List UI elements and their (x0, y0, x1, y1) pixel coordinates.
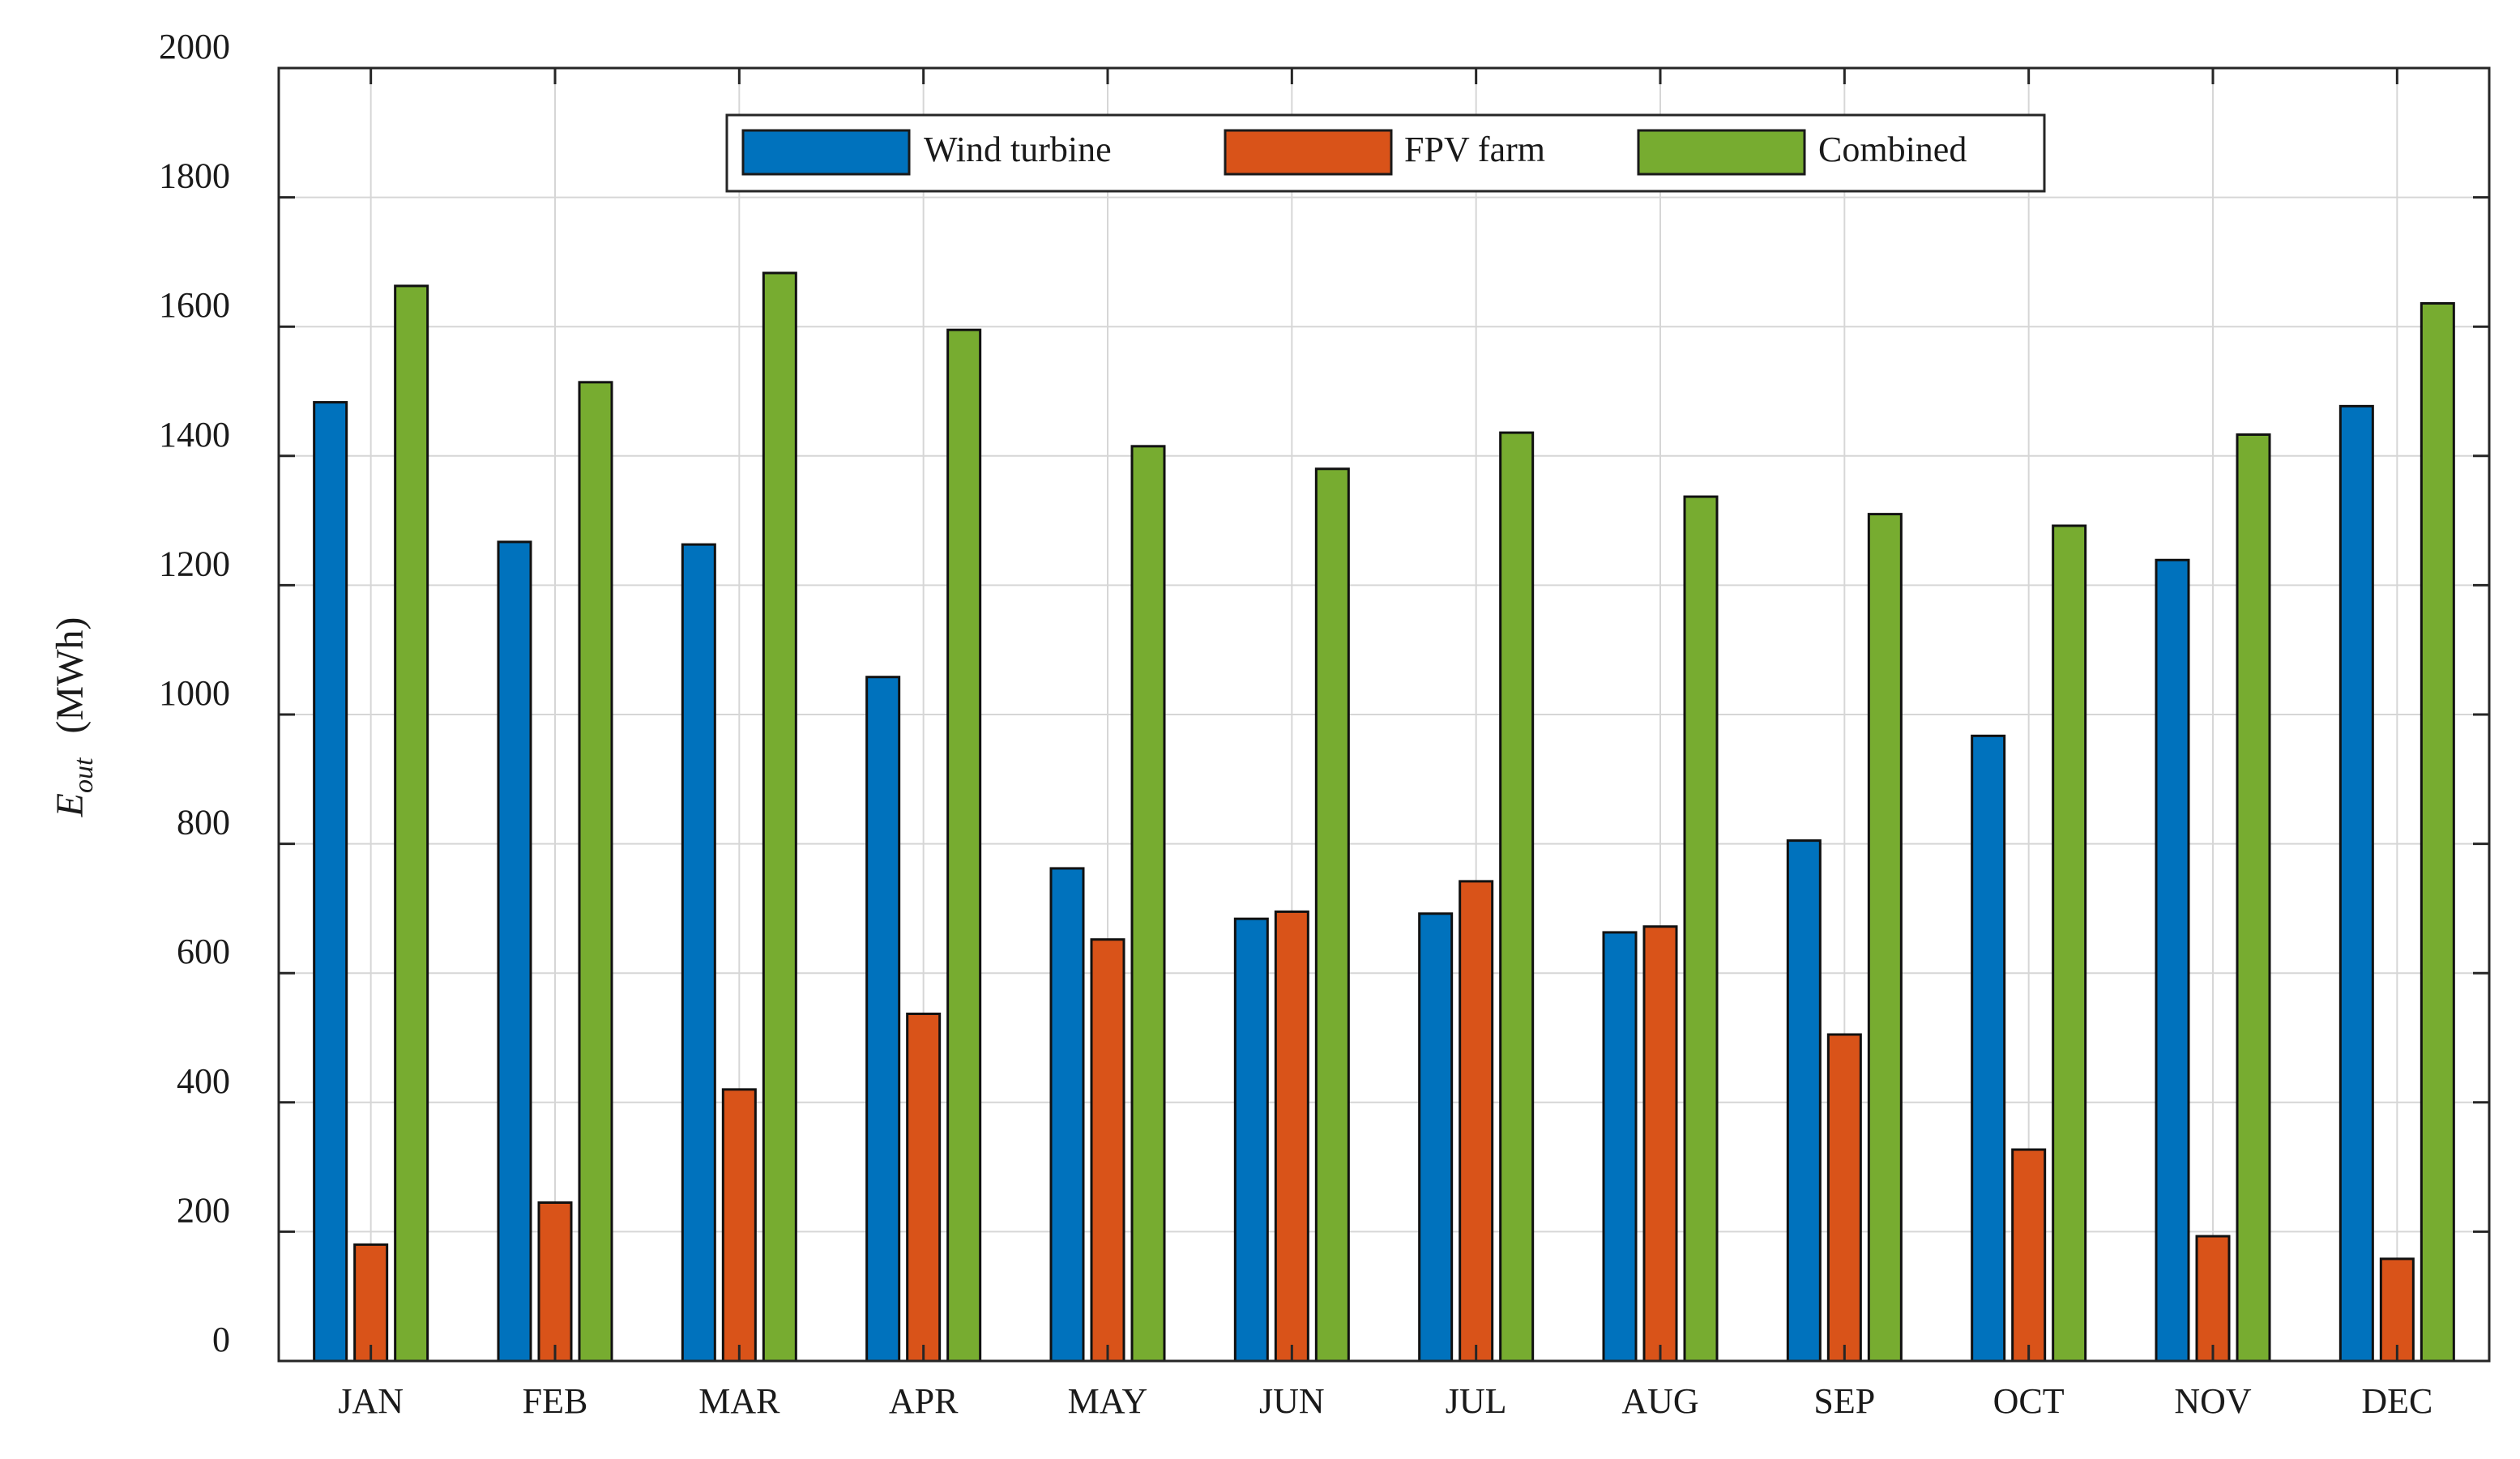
y-tick-label: 1800 (159, 156, 230, 196)
bar-fpv-farm-jun (1274, 910, 1309, 1363)
bars (313, 271, 2455, 1363)
bar-combined-sep (1867, 513, 1903, 1363)
x-tick-label-jul: JUL (1446, 1381, 1507, 1421)
x-tick-label-oct: OCT (1993, 1381, 2065, 1421)
bar-fpv-farm-nov (2195, 1235, 2231, 1363)
bar-combined-jun (1314, 467, 1350, 1363)
legend-swatch-fpv-farm (1224, 129, 1393, 176)
bar-fpv-farm-jan (353, 1243, 389, 1363)
bar-wind-turbine-dec (2338, 404, 2374, 1363)
legend-label-combined: Combined (1818, 130, 1967, 169)
bar-fpv-farm-apr (906, 1012, 942, 1363)
legend: Wind turbine FPV farm Combined (725, 113, 2046, 193)
y-tick-label: 200 (177, 1190, 230, 1230)
y-tick-label: 1600 (159, 285, 230, 325)
bar-combined-jul (1499, 431, 1535, 1363)
legend-label-wind-turbine: Wind turbine (924, 130, 1112, 169)
x-tick-label-feb: FEB (523, 1381, 588, 1421)
x-tick-label-may: MAY (1068, 1381, 1148, 1421)
x-tick-label-jan: JAN (338, 1381, 404, 1421)
y-axis-label: Eout (MWh) (49, 617, 99, 818)
bar-wind-turbine-jul (1418, 912, 1454, 1363)
y-tick-label: 2000 (159, 27, 230, 66)
x-tick-label-mar: MAR (698, 1381, 780, 1421)
bar-wind-turbine-nov (2155, 558, 2190, 1363)
bar-wind-turbine-may (1049, 867, 1085, 1363)
x-tick-label-jun: JUN (1259, 1381, 1325, 1421)
bar-combined-aug (1683, 495, 1719, 1363)
bar-combined-oct (2052, 524, 2087, 1363)
y-tick-label: 1200 (159, 544, 230, 583)
bar-combined-feb (578, 381, 613, 1363)
bar-combined-jan (394, 284, 429, 1363)
legend-swatch-combined (1637, 129, 1806, 176)
y-axis-label-unit: (MWh) (49, 617, 92, 734)
bar-wind-turbine-mar (681, 543, 716, 1363)
bar-combined-nov (2236, 433, 2271, 1363)
bar-fpv-farm-jul (1459, 880, 1494, 1363)
bar-fpv-farm-may (1090, 938, 1125, 1363)
bar-fpv-farm-sep (1826, 1033, 1862, 1363)
y-tick-label: 400 (177, 1061, 230, 1101)
bar-combined-may (1130, 445, 1166, 1363)
bar-combined-mar (762, 271, 797, 1363)
bar-wind-turbine-feb (497, 540, 532, 1363)
bar-combined-apr (946, 328, 982, 1363)
bar-fpv-farm-feb (537, 1201, 573, 1363)
legend-swatch-wind-turbine (741, 129, 911, 176)
y-tick-label: 800 (177, 803, 230, 843)
y-tick-label: 1400 (159, 415, 230, 454)
y-axis-label-symbol: E (49, 793, 92, 817)
y-axis-label-subscript: out (69, 757, 99, 793)
x-tick-label-apr: APR (889, 1381, 959, 1421)
bar-wind-turbine-sep (1786, 839, 1822, 1363)
x-tick-label-aug: AUG (1621, 1381, 1698, 1421)
y-tick-label: 600 (177, 932, 230, 971)
bar-wind-turbine-aug (1602, 931, 1638, 1363)
bar-fpv-farm-aug (1642, 925, 1678, 1363)
x-tick-label-sep: SEP (1813, 1381, 1875, 1421)
x-tick-label-dec: DEC (2361, 1381, 2432, 1421)
bar-wind-turbine-apr (865, 676, 901, 1363)
y-tick-label: 0 (212, 1320, 230, 1359)
bar-combined-dec (2420, 301, 2455, 1363)
bar-wind-turbine-jun (1233, 917, 1269, 1363)
grid-lines (279, 68, 2489, 1361)
legend-label-fpv-farm: FPV farm (1404, 130, 1545, 169)
y-tick-label: 1000 (159, 673, 230, 713)
x-tick-labels: JAN FEB MAR APR MAY JUN JUL AUG SEP OCT NOV DEC (338, 1381, 2432, 1421)
bar-fpv-farm-oct (2011, 1148, 2047, 1363)
axis-ticks (279, 66, 2489, 1363)
y-tick-labels: 0 200 400 600 800 1000 1200 1400 1600 1800 2000 (159, 27, 230, 1359)
bar-wind-turbine-oct (1971, 734, 2006, 1363)
x-tick-label-nov: NOV (2174, 1381, 2252, 1421)
bar-fpv-farm-mar (721, 1088, 757, 1363)
bar-wind-turbine-jan (313, 401, 348, 1363)
